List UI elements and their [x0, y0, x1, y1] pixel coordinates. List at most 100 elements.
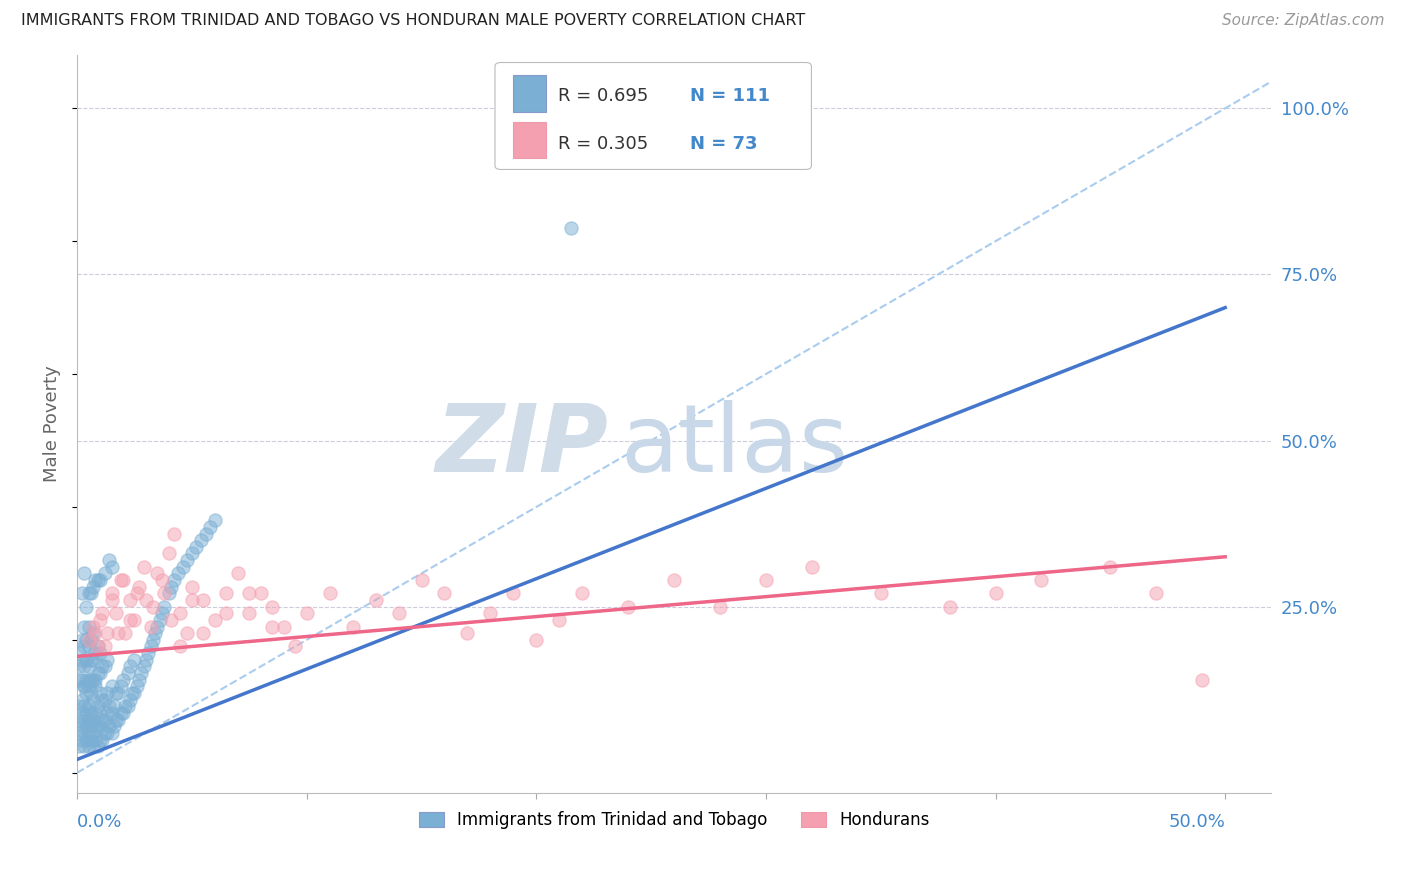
Point — [93, 659, 115, 673]
Point — [89, 613, 111, 627]
Point — [118, 613, 141, 627]
Point — [91, 659, 114, 673]
Point — [87, 640, 110, 654]
Point — [456, 626, 478, 640]
Point — [93, 726, 115, 740]
Point — [1099, 559, 1122, 574]
Point — [571, 586, 593, 600]
Point — [80, 632, 103, 647]
Point — [87, 573, 110, 587]
Point — [938, 599, 960, 614]
Point — [560, 220, 582, 235]
Point — [67, 726, 90, 740]
Point — [169, 607, 191, 621]
Text: ZIP: ZIP — [436, 400, 609, 492]
Point — [364, 593, 387, 607]
Point — [77, 659, 100, 673]
Point — [73, 679, 96, 693]
Point — [75, 632, 97, 647]
Point — [73, 713, 96, 727]
Point — [89, 646, 111, 660]
Point — [160, 580, 183, 594]
Point — [118, 659, 141, 673]
Point — [124, 613, 146, 627]
Point — [617, 599, 640, 614]
Point — [204, 613, 226, 627]
Text: R = 0.305: R = 0.305 — [558, 135, 648, 153]
Point — [89, 732, 111, 747]
Point — [114, 699, 136, 714]
Point — [755, 573, 778, 587]
Point — [273, 619, 295, 633]
Point — [193, 626, 215, 640]
Point — [110, 573, 132, 587]
Point — [162, 526, 184, 541]
Point — [139, 640, 162, 654]
Point — [157, 586, 180, 600]
FancyBboxPatch shape — [513, 75, 547, 112]
Point — [93, 566, 115, 581]
Point — [524, 632, 547, 647]
Point — [67, 659, 90, 673]
Point — [190, 533, 212, 548]
Point — [84, 732, 107, 747]
Point — [142, 632, 165, 647]
Point — [869, 586, 891, 600]
Point — [84, 679, 107, 693]
Point — [1144, 586, 1167, 600]
Point — [111, 573, 134, 587]
Point — [82, 713, 104, 727]
Point — [153, 586, 176, 600]
Point — [162, 573, 184, 587]
Point — [77, 640, 100, 654]
Point — [132, 559, 155, 574]
Point — [709, 599, 731, 614]
Point — [107, 686, 129, 700]
Point — [1191, 673, 1213, 687]
Text: IMMIGRANTS FROM TRINIDAD AND TOBAGO VS HONDURAN MALE POVERTY CORRELATION CHART: IMMIGRANTS FROM TRINIDAD AND TOBAGO VS H… — [21, 13, 806, 29]
Point — [67, 673, 90, 687]
Point — [662, 573, 685, 587]
Point — [128, 673, 150, 687]
Point — [75, 653, 97, 667]
Point — [82, 653, 104, 667]
Point — [249, 586, 271, 600]
Point — [75, 706, 97, 720]
Point — [84, 719, 107, 733]
Point — [142, 599, 165, 614]
Point — [73, 566, 96, 581]
Point — [67, 646, 90, 660]
Point — [131, 666, 153, 681]
Point — [238, 586, 260, 600]
Point — [96, 686, 118, 700]
Point — [70, 706, 93, 720]
Point — [1031, 573, 1053, 587]
Point — [77, 586, 100, 600]
Text: R = 0.695: R = 0.695 — [558, 87, 648, 105]
Point — [124, 653, 146, 667]
Point — [96, 706, 118, 720]
Point — [77, 619, 100, 633]
Point — [91, 692, 114, 706]
Point — [176, 626, 198, 640]
Point — [84, 626, 107, 640]
Point — [800, 559, 823, 574]
Point — [124, 686, 146, 700]
Point — [80, 586, 103, 600]
Point — [77, 713, 100, 727]
Point — [73, 679, 96, 693]
Point — [75, 673, 97, 687]
Point — [100, 679, 122, 693]
Point — [70, 692, 93, 706]
Point — [70, 586, 93, 600]
Point — [118, 593, 141, 607]
Point — [103, 699, 125, 714]
Point — [84, 573, 107, 587]
Point — [75, 732, 97, 747]
Point — [93, 692, 115, 706]
Point — [100, 726, 122, 740]
Point — [70, 653, 93, 667]
Point — [89, 573, 111, 587]
Point — [111, 673, 134, 687]
Point — [118, 692, 141, 706]
